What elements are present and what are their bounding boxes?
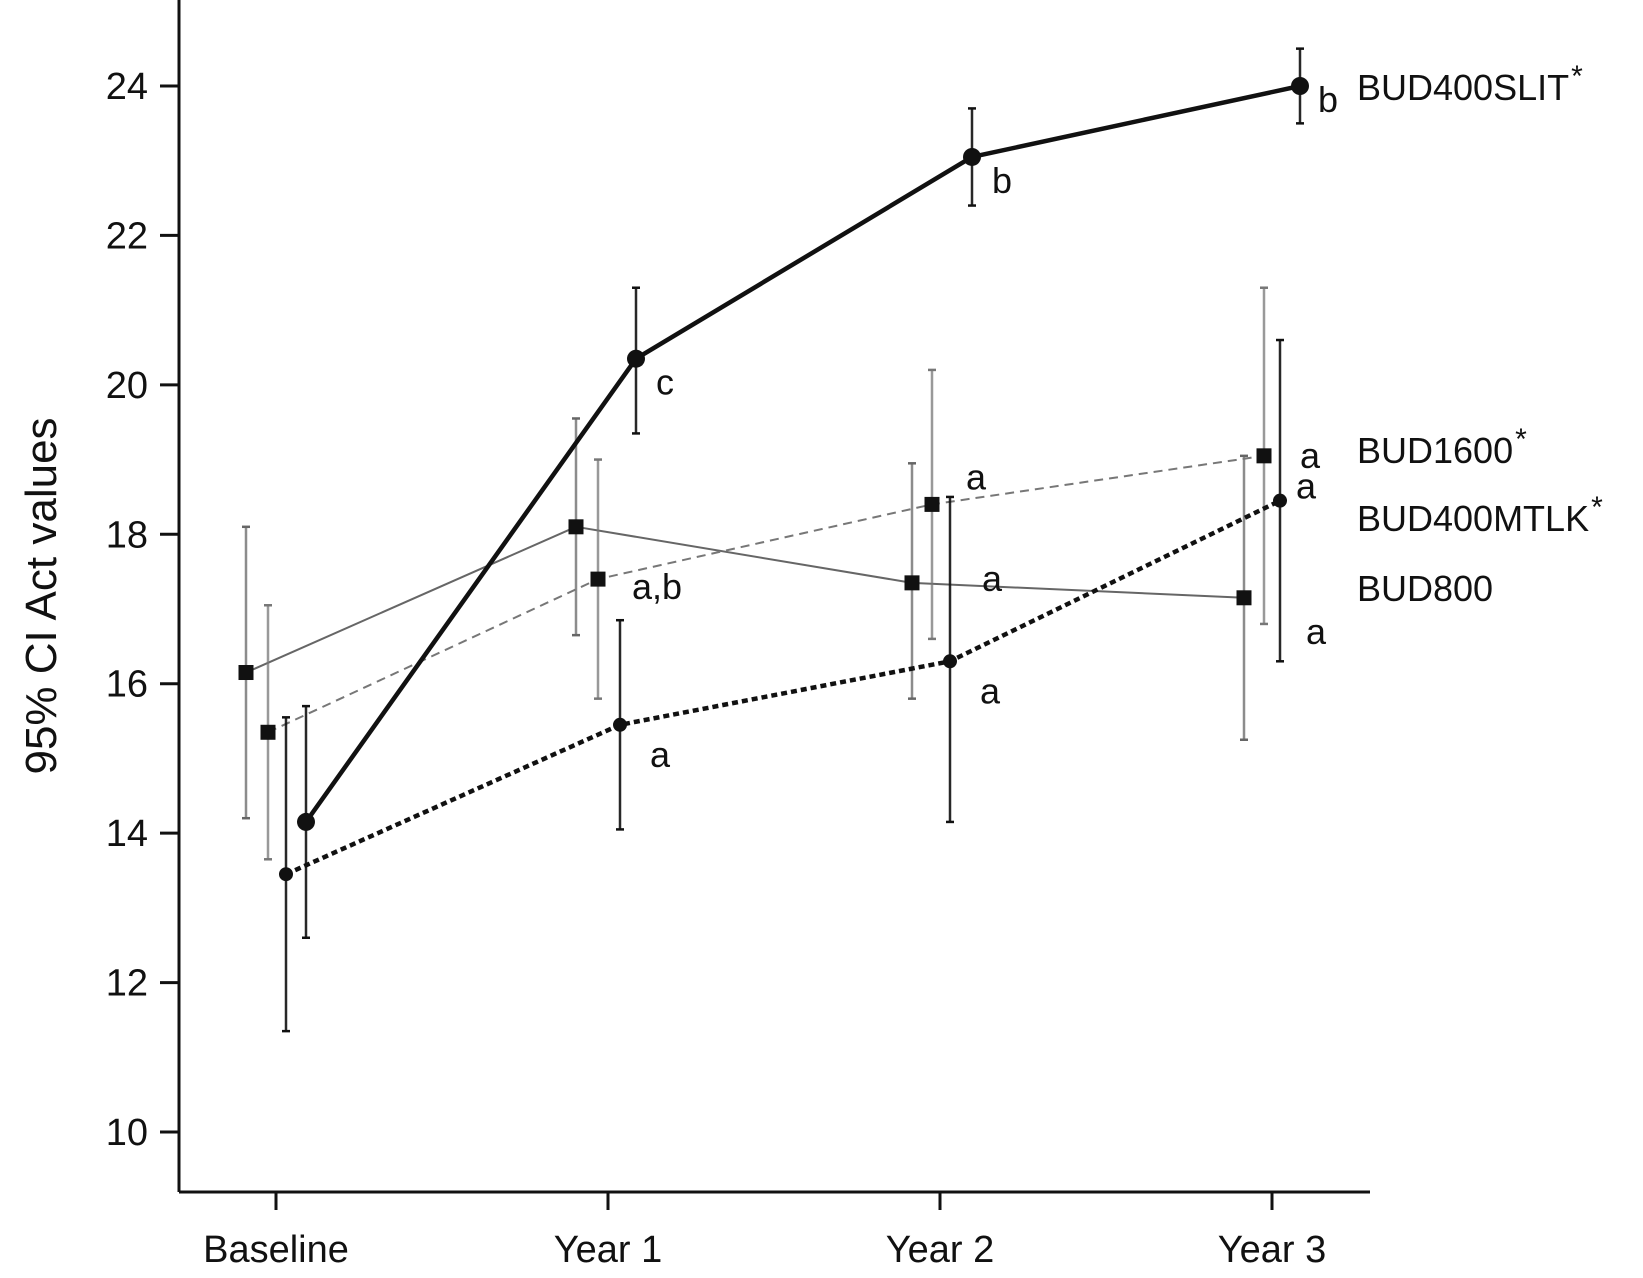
series-line: [267, 454, 1265, 734]
significance-label: a: [1306, 611, 1327, 652]
significance-label: a: [966, 456, 987, 497]
data-point: [279, 867, 293, 882]
x-ticks: Baseline Year 1 Year 2 Year 3: [203, 1192, 1326, 1271]
series-bud400slit: c b b: [297, 47, 1338, 939]
series-line: [304, 83, 1301, 824]
data-point: [297, 812, 315, 831]
significance-label: a: [1296, 466, 1317, 507]
legend-star: *: [1571, 60, 1583, 93]
series-bud400mtlk: a a a: [279, 338, 1317, 1033]
x-tick-label: Year 2: [886, 1229, 994, 1271]
significance-label: a,b: [632, 566, 682, 607]
y-tick-label: 18: [106, 514, 148, 556]
y-tick-label: 14: [106, 813, 148, 855]
y-tick-label: 22: [106, 215, 148, 257]
data-point: [1236, 590, 1252, 606]
data-point: [590, 571, 606, 587]
data-point: [1291, 77, 1309, 95]
significance-label: b: [992, 160, 1012, 201]
data-point: [963, 147, 981, 166]
x-tick-label: Year 3: [1218, 1229, 1326, 1271]
axes: 10 12 14 16 18 20 22 24 Baseline Year 1 Year 2 Yea…: [17, 0, 1370, 1271]
y-tick-label: 10: [106, 1112, 148, 1154]
series-line: [245, 525, 1245, 674]
y-ticks: 10 12 14 16 18 20 22 24: [106, 66, 179, 1154]
significance-label: a: [980, 670, 1001, 711]
y-tick-label: 12: [106, 963, 148, 1005]
x-tick-label: Year 1: [554, 1229, 662, 1271]
x-tick-label: Baseline: [203, 1229, 349, 1271]
series-bud800: aa: [238, 417, 1327, 820]
y-tick-label: 16: [106, 664, 148, 706]
significance-label: c: [656, 362, 674, 403]
significance-label: a: [1300, 435, 1321, 476]
legend: BUD400SLIT *BUD1600 *BUD400MTLK *BUD800: [1357, 60, 1603, 609]
legend-star: *: [1515, 423, 1527, 456]
series-line: [285, 498, 1281, 877]
data-point: [924, 496, 940, 512]
significance-label: a: [982, 558, 1003, 599]
data-point: [613, 717, 627, 732]
legend-label-bud1600: BUD1600: [1357, 430, 1513, 471]
data-point: [627, 349, 645, 368]
data-point: [238, 665, 254, 681]
y-axis-title: 95% CI Act values: [17, 417, 66, 774]
legend-star: *: [1591, 491, 1603, 524]
legend-label-bud400slit: BUD400SLIT: [1357, 67, 1569, 108]
significance-label: a: [650, 734, 671, 775]
y-tick-label: 24: [106, 66, 148, 108]
data-point: [568, 519, 584, 535]
data-point: [943, 654, 957, 669]
series-bud1600: a,baa: [260, 286, 1321, 861]
legend-label-bud800: BUD800: [1357, 568, 1493, 609]
data-point: [1256, 448, 1272, 464]
significance-label: b: [1318, 79, 1338, 120]
legend-label-bud400mtlk: BUD400MTLK: [1357, 498, 1589, 539]
data-point: [1273, 493, 1287, 508]
y-tick-label: 20: [106, 365, 148, 407]
data-point: [260, 724, 276, 740]
data-point: [904, 575, 920, 591]
